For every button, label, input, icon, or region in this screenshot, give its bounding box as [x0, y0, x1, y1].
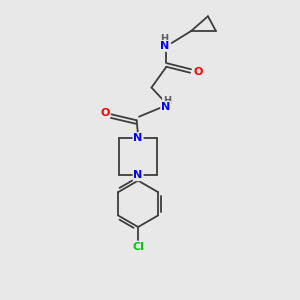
- Text: N: N: [134, 170, 143, 180]
- Text: H: H: [163, 96, 171, 106]
- Text: Cl: Cl: [132, 242, 144, 252]
- Text: O: O: [194, 67, 203, 77]
- Text: N: N: [161, 102, 170, 112]
- Text: O: O: [100, 108, 110, 118]
- Text: N: N: [160, 41, 170, 51]
- Text: N: N: [134, 133, 143, 143]
- Text: H: H: [160, 34, 168, 44]
